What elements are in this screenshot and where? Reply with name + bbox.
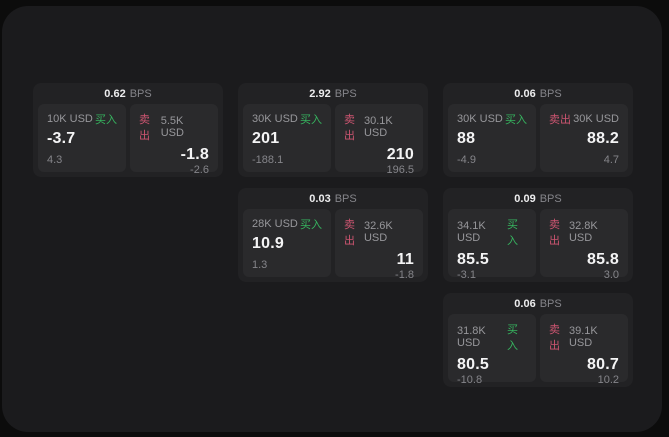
card-header: 0.09 BPS [443, 188, 633, 209]
sell-size: 5.5K USD [160, 115, 184, 139]
sell-size: 30.1K USD [363, 115, 393, 139]
bps-unit: BPS [334, 192, 357, 205]
bps-value: 0.09 [514, 192, 536, 205]
quote-card: 2.92 BPS 30K USD 买入 201 -188.1 卖出 30.1K … [238, 83, 428, 177]
sell-change: -1.8 [395, 269, 414, 281]
buy-size: 10K USD [47, 113, 93, 125]
sell-price: 210 [386, 146, 414, 163]
bps-value: 0.06 [514, 297, 536, 310]
buy-price: 85.5 [457, 251, 489, 268]
card-header: 0.06 BPS [443, 83, 633, 104]
sell-label: 卖出 [344, 219, 355, 247]
sell-panel[interactable]: 卖出 30.1K USD 210 196.5 [335, 104, 423, 176]
sell-price: 88.2 [587, 130, 619, 147]
sell-change: 3.0 [603, 269, 619, 281]
sell-change: -2.6 [190, 164, 209, 176]
bps-unit: BPS [334, 87, 357, 100]
buy-change: -10.8 [457, 374, 483, 386]
buy-price: 88 [457, 130, 476, 147]
quote-card: 0.62 BPS 10K USD 买入 -3.7 4.3 卖出 5.5K USD… [33, 83, 223, 177]
buy-panel[interactable]: 34.1K USD 买入 85.5 -3.1 [448, 209, 536, 281]
sell-price: 11 [396, 251, 414, 268]
sell-size: 30K USD [573, 113, 619, 125]
buy-label: 买入 [300, 219, 322, 231]
sell-panel[interactable]: 卖出 39.1K USD 80.7 10.2 [540, 314, 628, 386]
bps-unit: BPS [539, 297, 562, 310]
bps-value: 0.06 [514, 87, 536, 100]
quote-card: 0.06 BPS 31.8K USD 买入 80.5 -10.8 卖出 39.1… [443, 293, 633, 387]
bps-value: 0.62 [104, 87, 126, 100]
sell-panel[interactable]: 卖出 5.5K USD -1.8 -2.6 [130, 104, 218, 176]
buy-label: 买入 [507, 324, 519, 352]
buy-change: -3.1 [457, 269, 476, 281]
sell-price: 85.8 [587, 251, 619, 268]
sell-panel[interactable]: 卖出 30K USD 88.2 4.7 [540, 104, 628, 172]
buy-size: 34.1K USD [457, 220, 486, 244]
buy-change: 4.3 [47, 154, 63, 166]
buy-price: 201 [252, 130, 280, 147]
card-header: 2.92 BPS [238, 83, 428, 104]
buy-label: 买入 [300, 114, 322, 126]
buy-panel[interactable]: 30K USD 买入 88 -4.9 [448, 104, 536, 172]
sell-change: 196.5 [386, 164, 414, 176]
buy-label: 买入 [95, 114, 117, 126]
quote-card: 0.06 BPS 30K USD 买入 88 -4.9 卖出 30K USD 8… [443, 83, 633, 177]
sell-panel[interactable]: 卖出 32.8K USD 85.8 3.0 [540, 209, 628, 281]
sell-price: -1.8 [180, 146, 209, 163]
buy-change: 1.3 [252, 259, 268, 271]
bps-unit: BPS [539, 192, 562, 205]
sell-label: 卖出 [549, 219, 560, 247]
buy-change: -4.9 [457, 154, 476, 166]
buy-size: 30K USD [457, 113, 503, 125]
bps-unit: BPS [129, 87, 152, 100]
bps-value: 2.92 [309, 87, 331, 100]
sell-panel[interactable]: 卖出 32.6K USD 11 -1.8 [335, 209, 423, 281]
buy-panel[interactable]: 31.8K USD 买入 80.5 -10.8 [448, 314, 536, 386]
sell-size: 32.6K USD [363, 220, 393, 244]
sell-price: 80.7 [587, 356, 619, 373]
buy-label: 买入 [505, 114, 527, 126]
quote-card: 0.03 BPS 28K USD 买入 10.9 1.3 卖出 32.6K US… [238, 188, 428, 282]
buy-panel[interactable]: 10K USD 买入 -3.7 4.3 [38, 104, 126, 172]
app-window: 0.62 BPS 10K USD 买入 -3.7 4.3 卖出 5.5K USD… [2, 6, 662, 432]
buy-price: 10.9 [252, 235, 284, 252]
card-header: 0.03 BPS [238, 188, 428, 209]
buy-panel[interactable]: 28K USD 买入 10.9 1.3 [243, 209, 331, 277]
sell-change: 4.7 [603, 154, 619, 166]
buy-size: 30K USD [252, 113, 298, 125]
buy-change: -188.1 [252, 154, 284, 166]
buy-size: 31.8K USD [457, 325, 486, 349]
sell-label: 卖出 [139, 114, 150, 142]
sell-change: 10.2 [597, 374, 619, 386]
sell-size: 32.8K USD [568, 220, 598, 244]
sell-label: 卖出 [344, 114, 355, 142]
bps-value: 0.03 [309, 192, 331, 205]
buy-price: -3.7 [47, 130, 76, 147]
quote-card: 0.09 BPS 34.1K USD 买入 85.5 -3.1 卖出 32.8K… [443, 188, 633, 282]
bps-unit: BPS [539, 87, 562, 100]
card-header: 0.06 BPS [443, 293, 633, 314]
buy-price: 80.5 [457, 356, 489, 373]
buy-label: 买入 [507, 219, 519, 247]
buy-size: 28K USD [252, 218, 298, 230]
card-header: 0.62 BPS [33, 83, 223, 104]
buy-panel[interactable]: 30K USD 买入 201 -188.1 [243, 104, 331, 172]
sell-label: 卖出 [549, 324, 560, 352]
sell-size: 39.1K USD [568, 325, 598, 349]
sell-label: 卖出 [549, 114, 571, 126]
